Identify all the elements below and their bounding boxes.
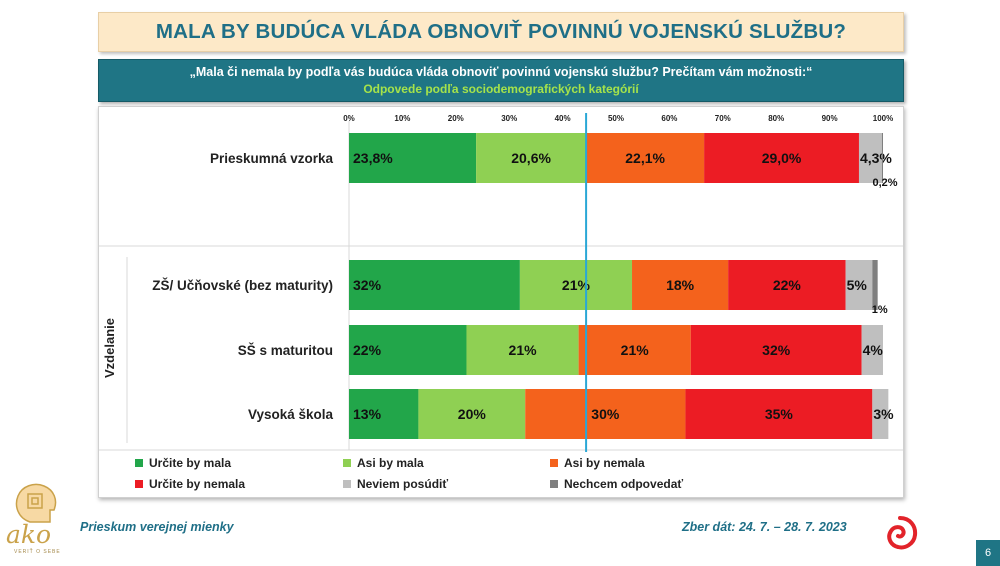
- data-label: 32%: [353, 277, 382, 293]
- bar-segment: [704, 133, 859, 183]
- legend-swatch: [135, 459, 143, 467]
- bar-segment: [349, 133, 477, 183]
- data-label: 20%: [458, 406, 487, 422]
- data-label: 22%: [353, 342, 382, 358]
- bar-segment: [466, 325, 579, 375]
- logo-tagline: VERIŤ O SEBE: [14, 549, 61, 555]
- legend-label: Asi by mala: [357, 456, 424, 470]
- question-banner: „Mala či nemala by podľa vás budúca vlád…: [98, 59, 904, 102]
- bar-segment: [632, 260, 729, 310]
- x-tick-label: 80%: [768, 114, 784, 123]
- bar-segment: [872, 260, 878, 310]
- bar-segment: [349, 325, 467, 375]
- legend-swatch: [135, 480, 143, 488]
- bar-segment: [845, 260, 873, 310]
- bar-segment: [872, 389, 889, 439]
- bar-segment: [349, 389, 419, 439]
- stacked-bar-chart: 0% 10% 20% 30% 40% 50% 60% 70% 80% 90% 100% Vzdelan…: [99, 113, 903, 491]
- bar-segment: [519, 260, 633, 310]
- legend-swatch: [343, 459, 351, 467]
- footer-survey-label: Prieskum verejnej mienky: [80, 520, 234, 534]
- data-label: 1%: [872, 304, 888, 316]
- data-label: 13%: [353, 406, 382, 422]
- ako-logo: [10, 478, 70, 550]
- x-tick-label: 50%: [608, 114, 624, 123]
- bar-segment: [861, 325, 883, 375]
- footer-date: Zber dát: 24. 7. – 28. 7. 2023: [682, 520, 847, 534]
- page-title: MALA BY BUDÚCA VLÁDA OBNOVIŤ POVINNÚ VOJ…: [155, 20, 847, 43]
- data-label: 22%: [773, 277, 802, 293]
- data-label: 20,6%: [511, 150, 551, 166]
- bar-segment: [418, 389, 526, 439]
- bar-segment: [858, 133, 882, 183]
- x-tick-label: 10%: [394, 114, 410, 123]
- data-label: 29,0%: [762, 150, 802, 166]
- swirl-logo-icon: [887, 516, 918, 550]
- x-tick-label: 20%: [448, 114, 464, 123]
- x-tick-label: 40%: [555, 114, 571, 123]
- data-label: 32%: [762, 342, 791, 358]
- legend-swatch: [550, 459, 558, 467]
- bar-segment: [525, 389, 686, 439]
- bar-segment: [476, 133, 587, 183]
- page-number: 6: [976, 540, 1000, 566]
- data-label: 4%: [863, 342, 884, 358]
- x-tick-label: 60%: [661, 114, 677, 123]
- chart-panel: 0% 10% 20% 30% 40% 50% 60% 70% 80% 90% 100% Vzdelan…: [98, 106, 904, 498]
- bar-segment: [349, 260, 520, 310]
- x-tick-label: 0%: [343, 114, 355, 123]
- x-tick-label: 100%: [873, 114, 893, 123]
- data-label: 21%: [621, 342, 650, 358]
- category-label: SŠ s maturitou: [238, 343, 333, 358]
- question-text: „Mala či nemala by podľa vás budúca vlád…: [189, 65, 813, 79]
- category-label: Prieskumná vzorka: [210, 151, 334, 166]
- legend-label: Asi by nemala: [564, 456, 645, 470]
- data-label: 23,8%: [353, 150, 393, 166]
- logo-text: ako: [6, 520, 52, 549]
- bar-segment: [690, 325, 862, 375]
- legend-label: Určite by mala: [149, 456, 231, 470]
- bar-segment: [685, 389, 873, 439]
- category-label: ZŠ/ Učňovské (bez maturity): [152, 278, 333, 293]
- data-label: 21%: [562, 277, 591, 293]
- title-banner: MALA BY BUDÚCA VLÁDA OBNOVIŤ POVINNÚ VOJ…: [98, 12, 904, 52]
- category-label: Vysoká škola: [248, 407, 334, 422]
- legend-label: Neviem posúdiť: [357, 477, 448, 491]
- data-label: 30%: [591, 406, 620, 422]
- legend-label: Nechcem odpovedať: [564, 477, 683, 491]
- bar-segment: [728, 260, 846, 310]
- bar-segment: [586, 133, 705, 183]
- data-label: 4,3%: [860, 150, 892, 166]
- x-tick-label: 90%: [822, 114, 838, 123]
- legend-swatch: [343, 480, 351, 488]
- data-label: 3%: [873, 406, 894, 422]
- x-tick-label: 30%: [501, 114, 517, 123]
- data-label: 22,1%: [625, 150, 665, 166]
- data-label: 5%: [847, 277, 868, 293]
- legend-swatch: [550, 480, 558, 488]
- subtitle-text: Odpovede podľa sociodemografických kateg…: [363, 82, 639, 96]
- data-label: 21%: [509, 342, 538, 358]
- legend-label: Určite by nemala: [149, 477, 245, 491]
- data-label: 0,2%: [872, 177, 897, 189]
- bar-segment: [578, 325, 691, 375]
- bar-segment: [881, 133, 883, 183]
- x-tick-label: 70%: [715, 114, 731, 123]
- data-label: 35%: [765, 406, 794, 422]
- data-label: 18%: [666, 277, 695, 293]
- group-label-vzdelanie: Vzdelanie: [102, 318, 117, 378]
